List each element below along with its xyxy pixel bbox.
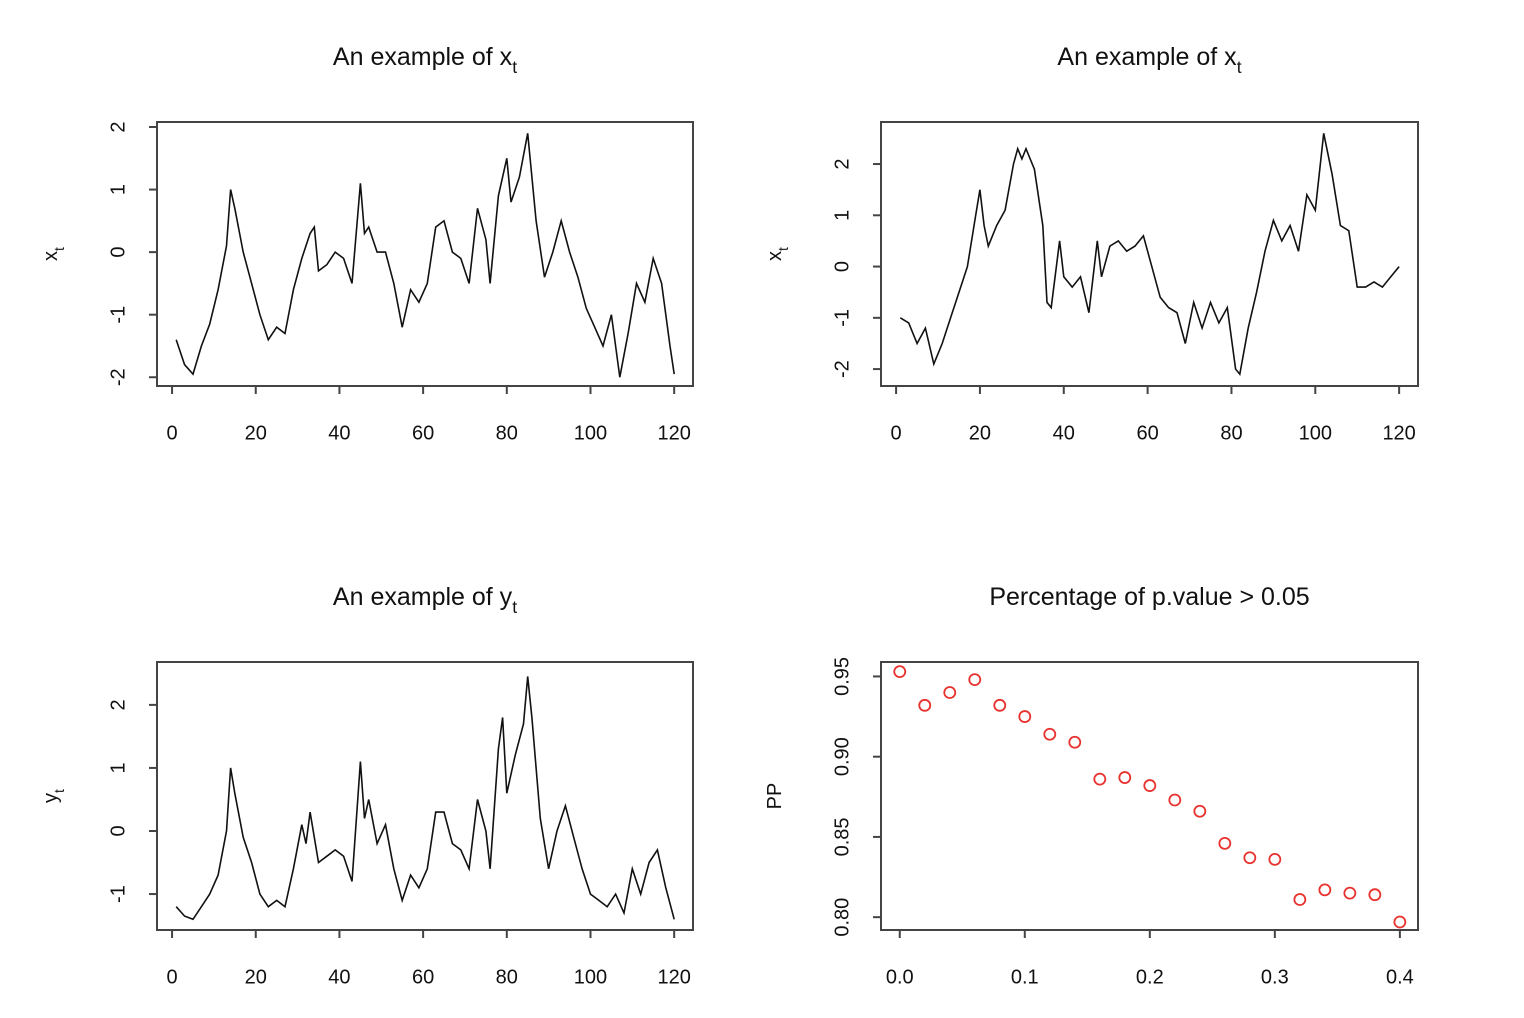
series-line [899,133,1400,377]
x-tick-label: 0.1 [1011,966,1039,988]
y-tick-label: 2 [107,121,129,132]
y-tick-label: 0 [107,825,129,836]
chart-title-main: An example of x [333,43,513,71]
y-axis-label-main: x [40,251,62,261]
chart-title: Percentage of p.value > 0.05 [989,583,1309,611]
x-tick-label: 0 [167,966,178,988]
x-tick-label: 40 [328,422,350,444]
y-tick-label: 2 [831,158,853,169]
point [1393,915,1407,929]
y-tick-label: -2 [831,360,853,378]
chart-title: An example of yt [333,583,517,617]
y-tick-label: 0 [831,261,853,272]
x-tick-label: 80 [496,966,518,988]
point [1318,883,1332,897]
chart-title-sub: t [1237,57,1242,77]
y-tick-label: 0.85 [831,817,853,856]
point [1368,888,1382,902]
y-axis-label-main: x [764,251,786,261]
x-tick-label: 60 [412,966,434,988]
point [1218,836,1232,850]
point [1193,804,1207,818]
x-tick-label: 0.3 [1261,966,1289,988]
x-tick-label: 80 [496,422,518,444]
x-tick-label: 40 [1053,422,1075,444]
x-tick-label: 20 [245,422,267,444]
point [1343,886,1357,900]
y-axis-label: xt [40,247,66,261]
point [993,698,1007,712]
chart-title-main: Percentage of p.value > 0.05 [989,583,1309,611]
y-tick-label: 1 [107,184,129,195]
x-tick-label: 120 [657,966,690,988]
y-tick-label: 0 [107,247,129,258]
y-axis-label: yt [40,789,66,803]
y-tick-label: -1 [107,306,129,324]
chart-title-main: An example of x [1057,43,1237,71]
x-tick-label: 20 [969,422,991,444]
y-axis-label-sub: t [51,789,67,793]
point [918,698,932,712]
point [1168,793,1182,807]
y-axis-label: PP [764,783,786,810]
y-tick-label: 0.95 [831,657,853,696]
x-tick-label: 100 [1299,422,1332,444]
point [968,673,982,687]
series-line [175,133,675,378]
x-tick-label: 80 [1220,422,1242,444]
point [1118,771,1132,784]
point [1068,735,1082,749]
y-axis-label-sub: t [775,247,791,251]
y-tick-label: -1 [107,885,129,903]
x-tick-label: 0.4 [1386,966,1414,988]
point [1093,772,1107,786]
point [1043,727,1057,741]
chart-title: An example of xt [1057,43,1241,77]
plot-frame [880,121,1419,387]
y-axis-label-main: PP [764,783,786,810]
x-tick-label: 120 [1382,422,1415,444]
y-tick-label: 0.90 [831,737,853,776]
chart-title-main: An example of y [333,583,513,611]
point [1018,710,1032,723]
y-axis-label-main: y [40,793,62,803]
x-tick-label: 120 [657,422,690,444]
x-tick-label: 0.0 [886,966,914,988]
plot-frame [156,121,694,387]
y-tick-label: -2 [107,368,129,386]
y-axis-label: xt [764,247,790,261]
x-tick-label: 20 [245,966,267,988]
plot-frame [880,661,1419,931]
x-tick-label: 100 [574,422,607,444]
point [943,686,957,699]
x-tick-label: 100 [574,966,607,988]
x-tick-label: 60 [1136,422,1158,444]
y-tick-label: -1 [831,309,853,327]
point [1243,851,1257,865]
chart-title-sub: t [512,597,517,617]
y-tick-label: 0.80 [831,898,853,937]
point [1143,779,1157,792]
x-tick-label: 60 [412,422,434,444]
x-tick-label: 0 [167,422,178,444]
point [893,665,907,679]
chart-title-sub: t [512,57,517,77]
x-tick-label: 40 [328,966,350,988]
point [1268,852,1282,866]
chart-title: An example of xt [333,43,517,77]
x-tick-label: 0.2 [1136,966,1164,988]
y-tick-label: 1 [831,210,853,221]
plot-frame [156,661,694,931]
y-axis-label-sub: t [51,247,67,251]
series-line [175,676,675,921]
y-tick-label: 1 [107,762,129,773]
point [1293,893,1307,906]
x-tick-label: 0 [891,422,902,444]
y-tick-label: 2 [107,699,129,710]
